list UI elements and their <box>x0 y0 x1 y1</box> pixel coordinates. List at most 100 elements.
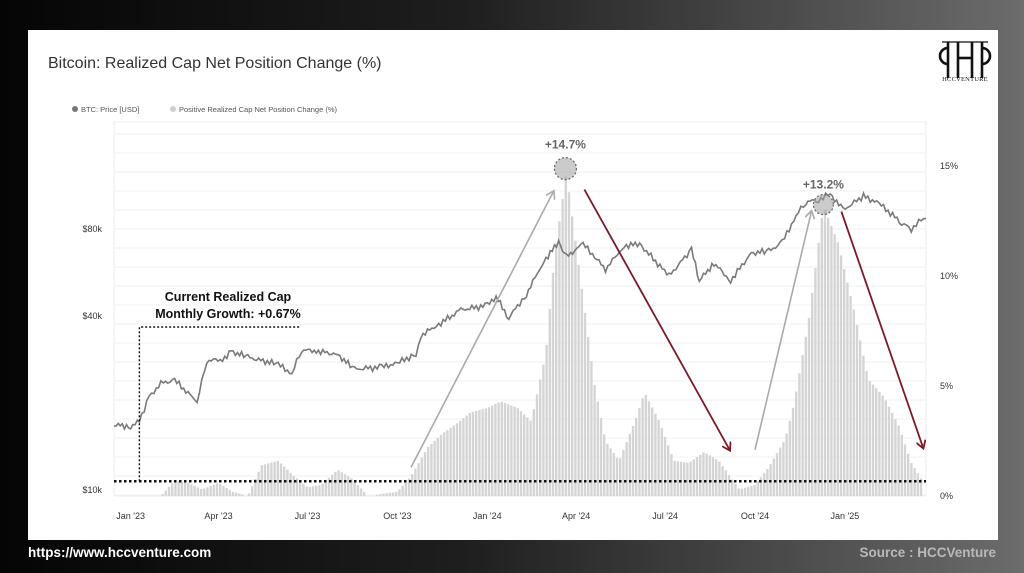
chart-bar <box>171 483 174 496</box>
chart-bar <box>628 434 632 496</box>
chart-bar <box>286 469 289 496</box>
chart-bar <box>433 440 436 496</box>
chart-bar <box>878 391 881 496</box>
chart-plot: BTC: Price [USD] Positive Realized Cap N… <box>72 105 958 521</box>
chart-bar <box>753 485 756 496</box>
chart-bar <box>654 413 657 496</box>
chart-bar <box>606 443 609 496</box>
chart-bar <box>513 406 516 496</box>
chart-bar <box>779 447 782 496</box>
price-line <box>114 190 927 431</box>
chart-bar <box>715 459 718 496</box>
chart-bar <box>190 484 193 496</box>
chart-bar <box>705 453 708 496</box>
peak-label-2025: +13.2% <box>803 178 844 192</box>
chart-bar <box>347 476 350 496</box>
logo-text: HCCVENTURE <box>942 76 988 83</box>
chart-bar <box>635 417 638 496</box>
chart-bar <box>164 490 168 496</box>
chart-bar <box>596 401 600 496</box>
chart-bar <box>471 411 475 496</box>
decline-arrow-2024 <box>583 189 729 450</box>
chart-bar <box>468 413 472 496</box>
chart-bar <box>814 267 817 496</box>
chart-bar <box>187 482 190 496</box>
chart-bar <box>337 470 340 496</box>
chart-bar <box>491 405 494 496</box>
chart-bar <box>871 384 875 496</box>
chart-bar <box>587 336 590 496</box>
chart-card: Bitcoin: Realized Cap Net Position Chang… <box>28 30 998 540</box>
chart-bar <box>695 457 699 496</box>
chart-title: Bitcoin: Realized Cap Net Position Chang… <box>48 55 382 72</box>
chart-bar <box>311 486 315 496</box>
chart-bar <box>382 493 385 496</box>
chart-bar <box>747 486 750 496</box>
chart-bar <box>759 477 763 496</box>
chart-bar <box>315 485 318 496</box>
chart-bar <box>785 433 788 496</box>
chart-bar <box>411 474 414 496</box>
chart-bar <box>251 486 254 496</box>
chart-bar <box>737 488 740 496</box>
chart-bar <box>603 434 606 496</box>
chart-bar <box>446 430 449 496</box>
chart-bar <box>529 420 532 496</box>
chart-bar <box>561 198 564 496</box>
chart-bar <box>884 400 888 496</box>
chart-bar <box>443 432 446 496</box>
chart-bar <box>897 425 900 496</box>
chart-bar <box>657 419 660 496</box>
chart-bar <box>692 459 696 496</box>
chart-bar <box>331 474 334 496</box>
x-tick-label: Jan '23 <box>116 511 145 521</box>
chart-bar <box>865 371 868 496</box>
chart-bar <box>254 479 257 496</box>
chart-bar <box>395 491 398 496</box>
chart-bar <box>235 492 238 496</box>
chart-bar <box>260 465 264 496</box>
chart-bar <box>238 493 241 496</box>
chart-bar <box>398 489 401 496</box>
chart-bar <box>833 234 836 496</box>
chart-bar <box>276 460 280 496</box>
chart-bar <box>436 437 440 496</box>
chart-bar <box>673 460 676 496</box>
growth-callout-leader <box>138 326 300 482</box>
chart-bar <box>228 490 232 496</box>
chart-bar <box>334 471 337 496</box>
chart-bar <box>497 402 500 496</box>
chart-bar <box>279 463 283 496</box>
chart-bar <box>305 486 308 496</box>
chart-bar <box>519 411 523 496</box>
chart-bar <box>193 485 196 496</box>
chart-bar <box>772 458 776 496</box>
chart-bar <box>203 488 206 496</box>
chart-bar <box>839 255 843 496</box>
chart-bar <box>452 425 456 496</box>
chart-bar <box>391 492 395 496</box>
chart-bar <box>379 494 382 496</box>
chart-bar <box>638 408 641 496</box>
chart-bar <box>727 474 731 496</box>
chart-bar <box>427 447 430 496</box>
footer-url-link[interactable]: https://www.hccventure.com <box>28 545 212 560</box>
chart-bar <box>766 469 769 496</box>
chart-bar <box>183 482 187 496</box>
peak-marker-2025 <box>812 194 835 216</box>
chart-bar <box>363 491 366 496</box>
chart-bar <box>775 453 779 496</box>
chart-bar <box>350 478 353 496</box>
chart-bar <box>631 425 635 496</box>
y-left-tick-label: $10k <box>82 485 102 495</box>
chart-bar <box>548 308 552 496</box>
chart-bar <box>580 288 584 496</box>
chart-bar <box>811 292 814 496</box>
chart-bar <box>910 463 913 496</box>
chart-bar <box>804 336 808 496</box>
chart-bar <box>651 407 654 496</box>
chart-bar <box>769 464 772 496</box>
chart-bar <box>222 485 225 496</box>
chart-bar <box>478 410 481 496</box>
chart-bar <box>177 481 180 496</box>
